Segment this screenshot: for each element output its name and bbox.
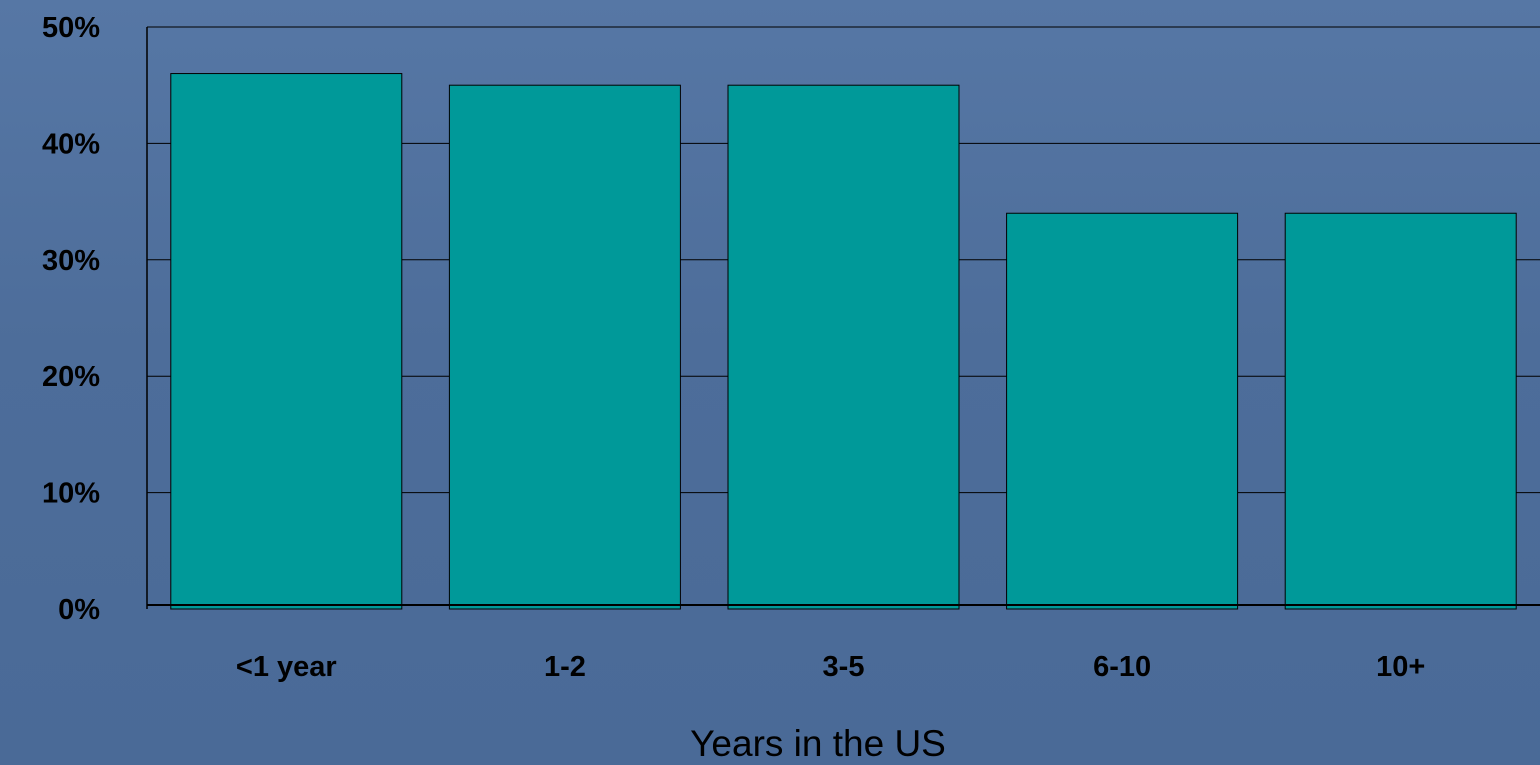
x-tick-label: <1 year	[236, 651, 337, 683]
x-tick-label: 3-5	[823, 651, 865, 683]
bar	[1284, 212, 1517, 610]
y-tick-labels: 0% 10% 20% 30% 40% 50%	[42, 12, 100, 626]
bars	[170, 73, 1517, 610]
x-tick-label: 10+	[1376, 651, 1425, 683]
y-tick-label: 50%	[42, 12, 100, 44]
bar	[170, 73, 403, 610]
x-tick-labels: <1 year 1-2 3-5 6-10 10+	[236, 651, 1425, 683]
x-tick-label: 1-2	[544, 651, 586, 683]
y-tick-label: 20%	[42, 361, 100, 393]
x-axis-title: Years in the US	[690, 723, 946, 764]
axes	[146, 26, 1540, 609]
y-tick-label: 0%	[58, 594, 100, 626]
x-tick-label: 6-10	[1093, 651, 1151, 683]
bar	[727, 84, 960, 610]
y-tick-label: 10%	[42, 478, 100, 510]
y-tick-label: 40%	[42, 128, 100, 160]
y-tick-label: 30%	[42, 245, 100, 277]
bar	[448, 84, 681, 610]
bar	[1006, 212, 1239, 610]
